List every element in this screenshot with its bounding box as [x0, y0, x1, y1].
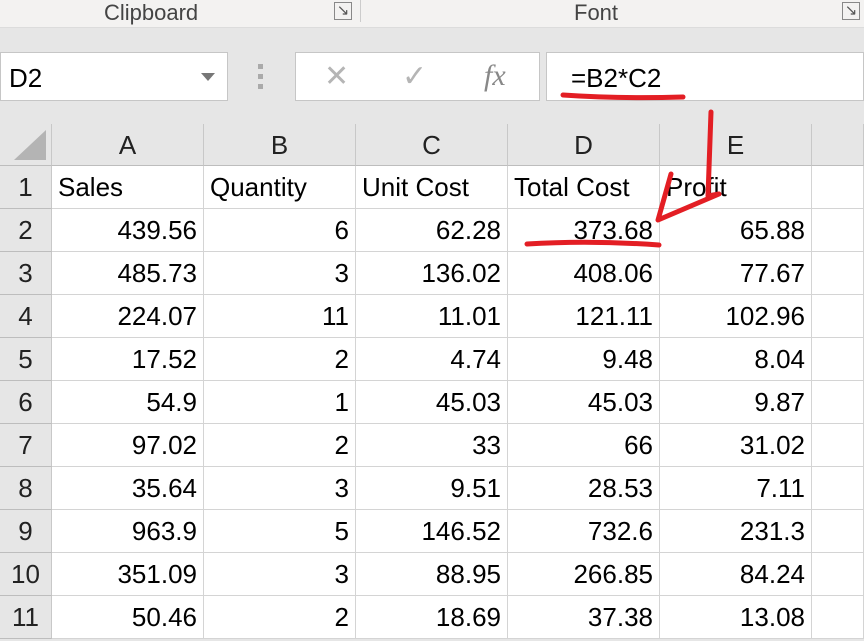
cell-A11[interactable]: 50.46 [52, 596, 204, 639]
cell-C6[interactable]: 45.03 [356, 381, 508, 424]
select-all-button[interactable] [0, 124, 52, 166]
cancel-icon[interactable]: ✕ [324, 60, 350, 93]
cell-F10[interactable] [812, 553, 864, 596]
cell-E4[interactable]: 102.96 [660, 295, 812, 338]
row-header-3[interactable]: 3 [0, 252, 52, 295]
cell-C5[interactable]: 4.74 [356, 338, 508, 381]
column-header-A[interactable]: A [52, 124, 204, 166]
formula-input[interactable]: =B2*C2 [546, 52, 864, 101]
cell-D3[interactable]: 408.06 [508, 252, 660, 295]
row-header-6[interactable]: 6 [0, 381, 52, 424]
cell-C10[interactable]: 88.95 [356, 553, 508, 596]
cell-F11[interactable] [812, 596, 864, 639]
cell-A3[interactable]: 485.73 [52, 252, 204, 295]
cell-E5[interactable]: 8.04 [660, 338, 812, 381]
cell-C4[interactable]: 11.01 [356, 295, 508, 338]
cell-B5[interactable]: 2 [204, 338, 356, 381]
cell-E10[interactable]: 84.24 [660, 553, 812, 596]
row-header-1[interactable]: 1 [0, 166, 52, 209]
clipboard-launcher-icon[interactable]: ↘ [334, 2, 352, 20]
cell-F4[interactable] [812, 295, 864, 338]
row-header-7[interactable]: 7 [0, 424, 52, 467]
cell-F2[interactable] [812, 209, 864, 252]
row-header-11[interactable]: 11 [0, 596, 52, 639]
cell-B11[interactable]: 2 [204, 596, 356, 639]
cell-E2[interactable]: 65.88 [660, 209, 812, 252]
cell-A10[interactable]: 351.09 [52, 553, 204, 596]
cell-E9[interactable]: 231.3 [660, 510, 812, 553]
cell-A4[interactable]: 224.07 [52, 295, 204, 338]
cell-A1[interactable]: Sales [52, 166, 204, 209]
cell-B4[interactable]: 11 [204, 295, 356, 338]
fx-icon[interactable]: fx [484, 59, 506, 92]
cell-B6[interactable]: 1 [204, 381, 356, 424]
cell-B2[interactable]: 6 [204, 209, 356, 252]
cell-E8[interactable]: 7.11 [660, 467, 812, 510]
cell-D5[interactable]: 9.48 [508, 338, 660, 381]
cell-B10[interactable]: 3 [204, 553, 356, 596]
cell-C1[interactable]: Unit Cost [356, 166, 508, 209]
arrow-annotation [655, 109, 722, 223]
cell-D4[interactable]: 121.11 [508, 295, 660, 338]
row-header-4[interactable]: 4 [0, 295, 52, 338]
column-header-C[interactable]: C [356, 124, 508, 166]
cell-D2[interactable]: 373.68 [508, 209, 660, 252]
column-header-E[interactable]: E [660, 124, 812, 166]
select-all-icon [14, 130, 46, 160]
cell-B1[interactable]: Quantity [204, 166, 356, 209]
column-header-B[interactable]: B [204, 124, 356, 166]
cell-C3[interactable]: 136.02 [356, 252, 508, 295]
cell-C7[interactable]: 33 [356, 424, 508, 467]
cell-B9[interactable]: 5 [204, 510, 356, 553]
cell-D6[interactable]: 45.03 [508, 381, 660, 424]
cell-E11[interactable]: 13.08 [660, 596, 812, 639]
formula-underline [560, 92, 686, 101]
divider [360, 0, 361, 22]
cell-E1[interactable]: Profit [660, 166, 812, 209]
cell-D11[interactable]: 37.38 [508, 596, 660, 639]
cell-A2[interactable]: 439.56 [52, 209, 204, 252]
cell-A7[interactable]: 97.02 [52, 424, 204, 467]
name-box-value: D2 [9, 63, 43, 93]
cell-E3[interactable]: 77.67 [660, 252, 812, 295]
cell-D1[interactable]: Total Cost [508, 166, 660, 209]
cell-B7[interactable]: 2 [204, 424, 356, 467]
column-header-D[interactable]: D [508, 124, 660, 166]
row-header-10[interactable]: 10 [0, 553, 52, 596]
drag-handle[interactable] [258, 64, 263, 90]
cell-B3[interactable]: 3 [204, 252, 356, 295]
cell-F1[interactable] [812, 166, 864, 209]
cell-E6[interactable]: 9.87 [660, 381, 812, 424]
ribbon-group-font: Font [574, 0, 619, 25]
row-header-2[interactable]: 2 [0, 209, 52, 252]
cell-F5[interactable] [812, 338, 864, 381]
row-header-5[interactable]: 5 [0, 338, 52, 381]
cell-A9[interactable]: 963.9 [52, 510, 204, 553]
cell-A6[interactable]: 54.9 [52, 381, 204, 424]
name-box[interactable]: D2 [0, 52, 228, 101]
row-header-9[interactable]: 9 [0, 510, 52, 553]
cell-C9[interactable]: 146.52 [356, 510, 508, 553]
chevron-down-icon[interactable] [201, 73, 215, 81]
cell-F7[interactable] [812, 424, 864, 467]
cell-D7[interactable]: 66 [508, 424, 660, 467]
value-underline [524, 239, 662, 248]
formula-buttons: ✕ ✓ fx [295, 52, 540, 101]
check-icon[interactable]: ✓ [402, 60, 428, 93]
cell-D9[interactable]: 732.6 [508, 510, 660, 553]
font-launcher-icon[interactable]: ↘ [842, 2, 860, 20]
ribbon-group-clipboard: Clipboard [104, 0, 199, 25]
cell-E7[interactable]: 31.02 [660, 424, 812, 467]
cell-D10[interactable]: 266.85 [508, 553, 660, 596]
row-header-8[interactable]: 8 [0, 467, 52, 510]
cell-A8[interactable]: 35.64 [52, 467, 204, 510]
cell-C2[interactable]: 62.28 [356, 209, 508, 252]
cell-C11[interactable]: 18.69 [356, 596, 508, 639]
ribbon: Clipboard ↘ Font ↘ [0, 0, 864, 28]
cell-D8[interactable]: 28.53 [508, 467, 660, 510]
cell-B8[interactable]: 3 [204, 467, 356, 510]
cell-A5[interactable]: 17.52 [52, 338, 204, 381]
cell-C8[interactable]: 9.51 [356, 467, 508, 510]
